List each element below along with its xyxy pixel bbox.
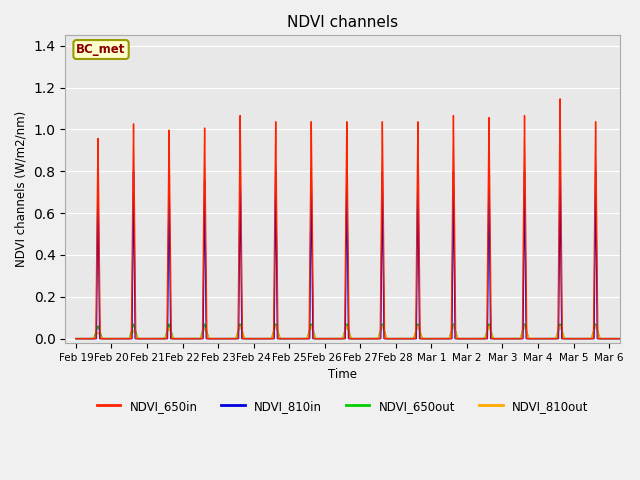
Legend: NDVI_650in, NDVI_810in, NDVI_650out, NDVI_810out: NDVI_650in, NDVI_810in, NDVI_650out, NDV… bbox=[92, 395, 593, 417]
Title: NDVI channels: NDVI channels bbox=[287, 15, 398, 30]
X-axis label: Time: Time bbox=[328, 368, 357, 381]
Y-axis label: NDVI channels (W/m2/nm): NDVI channels (W/m2/nm) bbox=[15, 111, 28, 267]
Text: BC_met: BC_met bbox=[76, 43, 125, 56]
